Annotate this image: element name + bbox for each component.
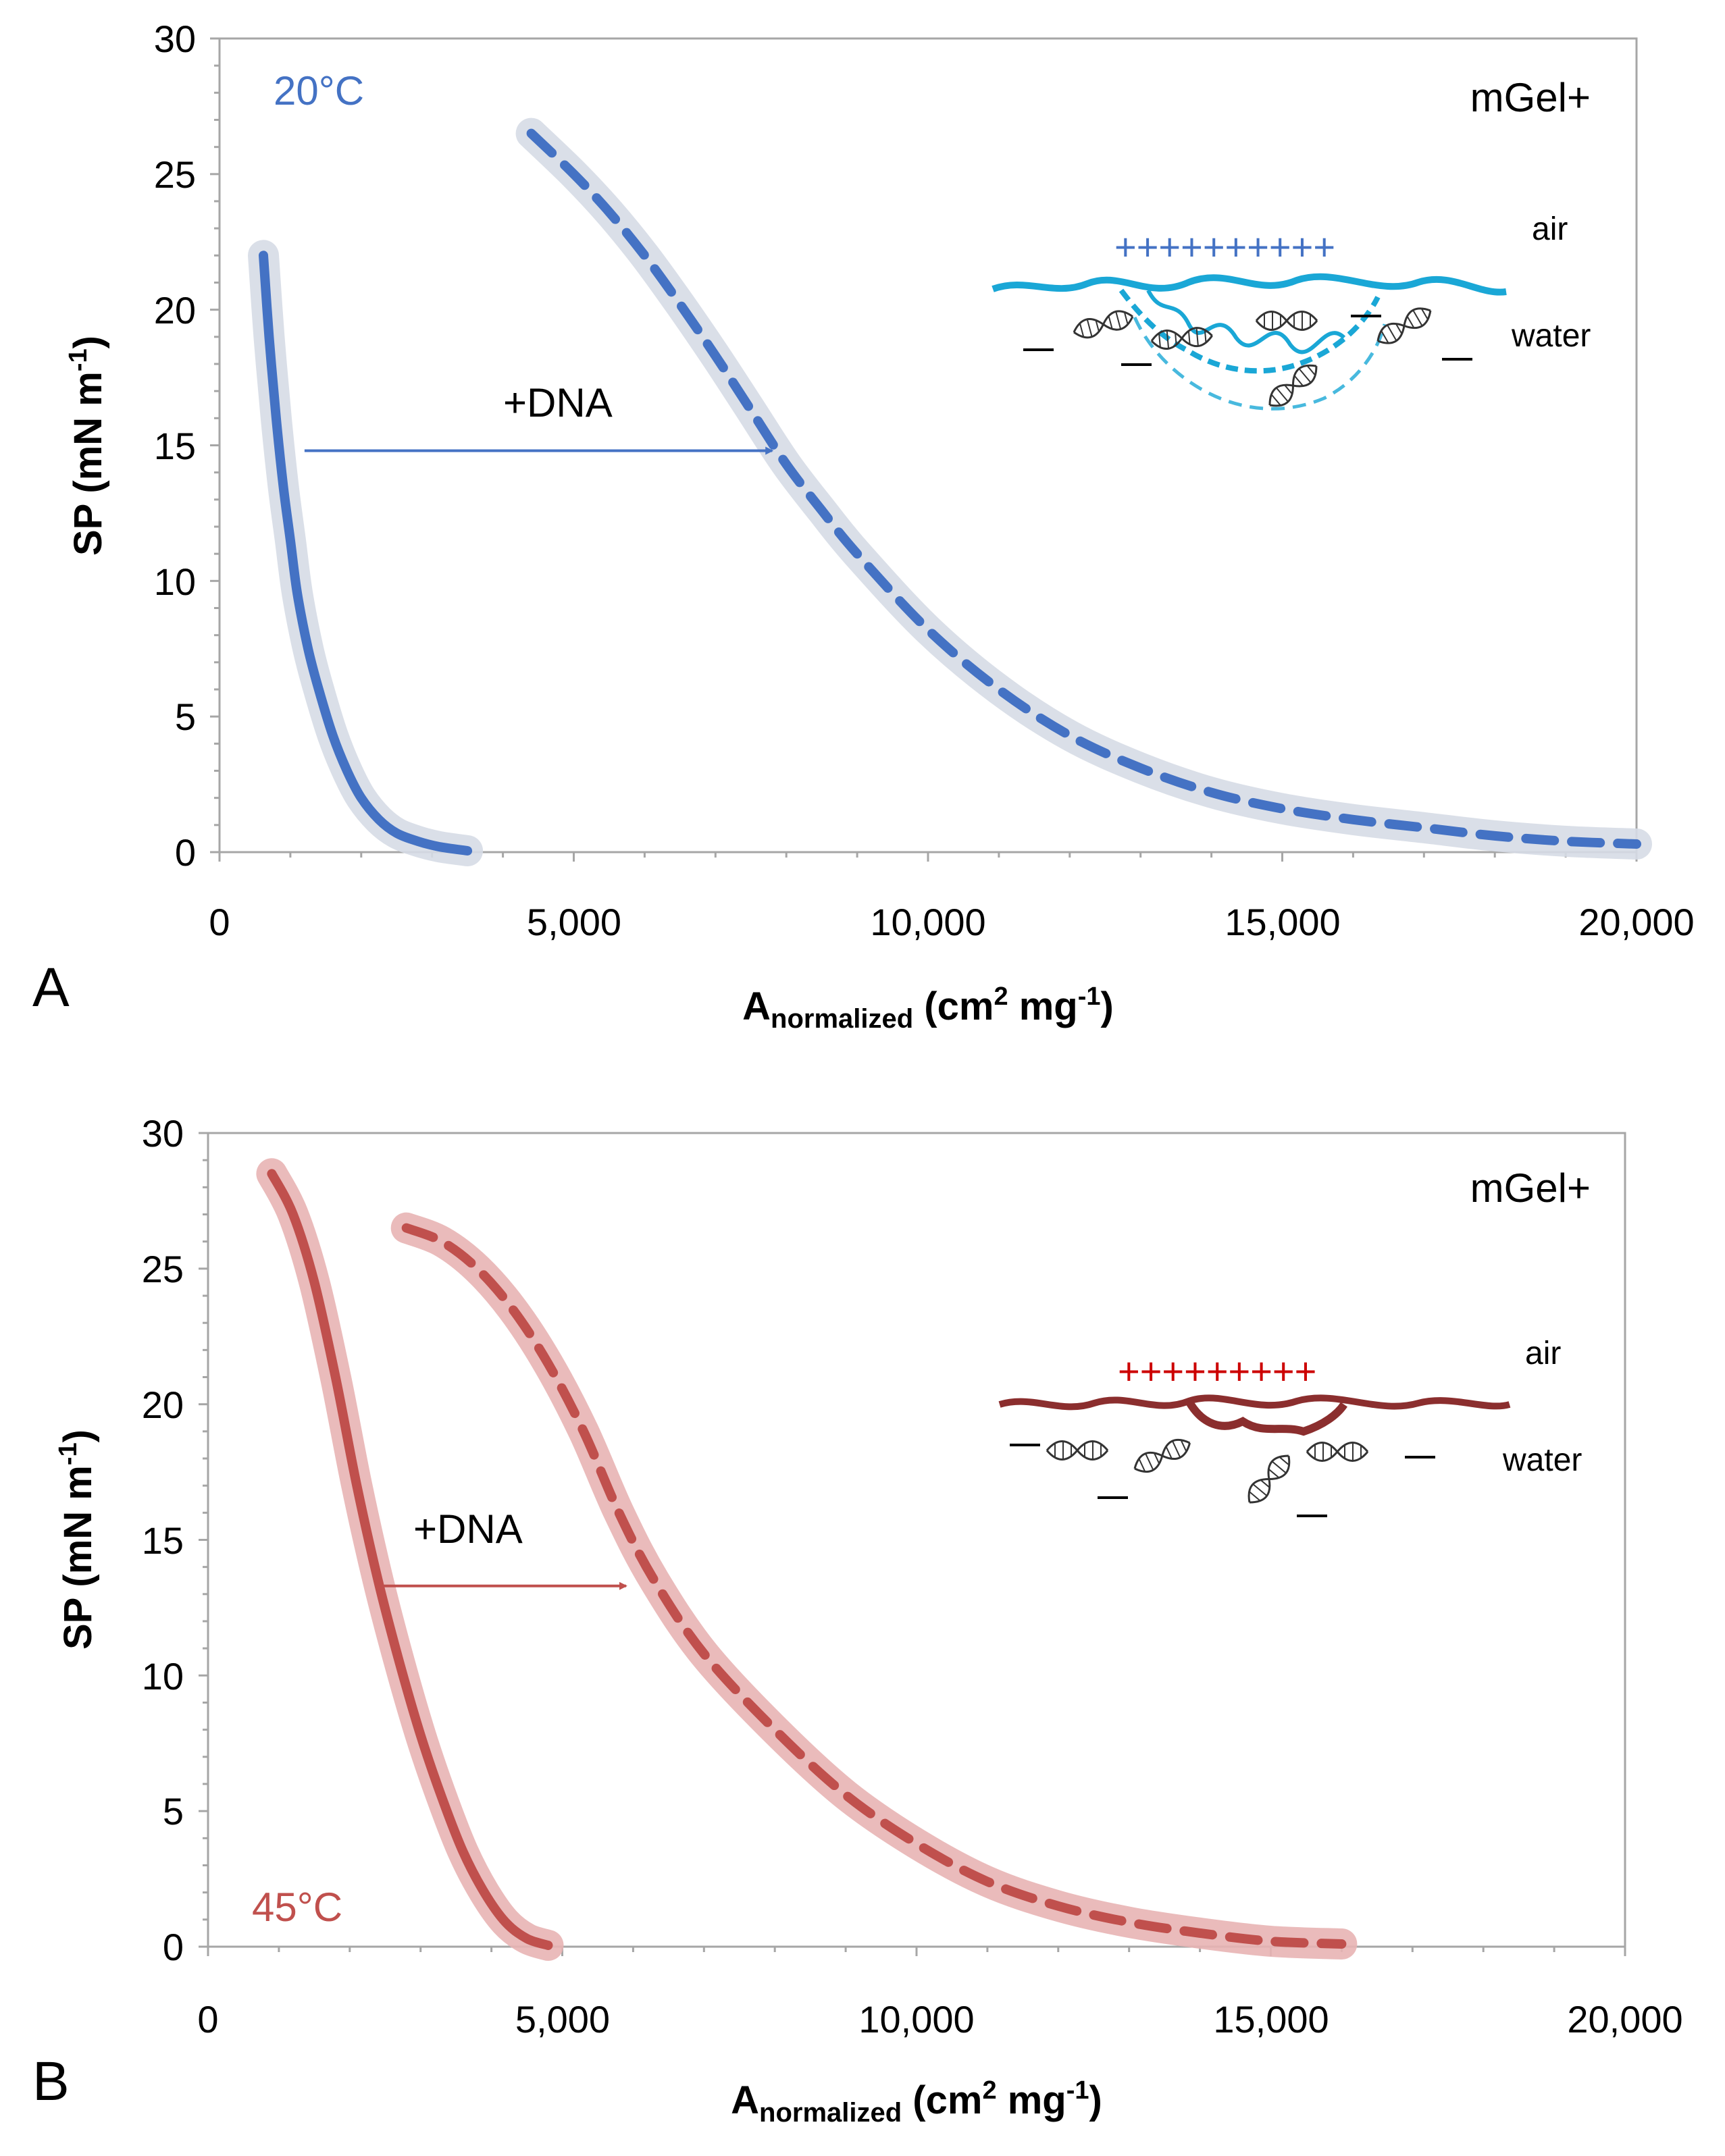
x-axis-title-main: A	[731, 2078, 759, 2122]
x-tick-label: 0	[209, 901, 230, 943]
x-axis-title-unit2: mg	[997, 2078, 1066, 2122]
x-axis-title-sup2: -1	[1066, 2076, 1089, 2105]
y-axis-title-main: SP (mN m	[66, 371, 110, 556]
y-axis-title-a: SP (mN m-1)	[64, 336, 110, 556]
y-axis-title-main: SP (mN m	[56, 1465, 100, 1650]
water-label-b: water	[1502, 1442, 1582, 1478]
x-axis-title-sup2: -1	[1078, 982, 1101, 1011]
series-line-no-dna	[267, 1169, 553, 1950]
y-tick-marks-a	[210, 37, 220, 853]
y-tick-marks-b	[199, 1132, 208, 1948]
x-tick-label: 20,000	[1578, 901, 1694, 943]
x-tick-label: 15,000	[1213, 1998, 1329, 2041]
x-tick-label: 5,000	[515, 1998, 610, 2041]
series-label-b: mGel+	[1470, 1165, 1591, 1211]
y-axis-title-sup: -1	[54, 1442, 82, 1465]
y-tick-label: 30	[142, 1112, 184, 1155]
x-axis-title-main: A	[742, 984, 771, 1028]
x-axis-title-close: )	[1101, 984, 1114, 1028]
series-line-no-dna	[259, 251, 473, 856]
x-axis-title-a: Anormalized (cm2 mg-1)	[742, 982, 1114, 1034]
polymer-cluster-b	[1185, 1398, 1347, 1436]
x-axis-title-sup: 2	[982, 2076, 996, 2105]
y-tick-label: 15	[142, 1519, 184, 1562]
x-axis-title-sub: normalized	[771, 1004, 913, 1034]
x-axis-title-sup: 2	[994, 982, 1008, 1011]
temperature-label-a: 20°C	[274, 68, 364, 113]
y-tick-label: 10	[142, 1655, 184, 1698]
y-tick-label: 0	[175, 831, 196, 874]
y-tick-label: 5	[163, 1790, 184, 1833]
y-tick-label: 10	[154, 560, 196, 603]
x-axis-title-b: Anormalized (cm2 mg-1)	[731, 2076, 1102, 2128]
temperature-label-b: 45°C	[252, 1885, 342, 1930]
y-tick-label: 20	[142, 1384, 184, 1426]
x-tick-label: 15,000	[1225, 901, 1340, 943]
panel-letter-a: A	[32, 957, 70, 1018]
y-tick-label: 15	[154, 425, 196, 467]
air-label-a: air	[1532, 211, 1568, 247]
inset-schematic-a: ++++++++++ air water	[992, 211, 1591, 413]
polymer-dashed-edge-a	[1133, 316, 1387, 411]
inset-schematic-b: +++++++++ air water	[998, 1336, 1582, 1517]
y-axis-title-close: )	[56, 1429, 100, 1442]
polymer-layer-b	[998, 1394, 1511, 1411]
y-tick-label: 0	[163, 1926, 184, 1968]
x-axis-title-sub: normalized	[759, 2098, 902, 2128]
series-line-dna	[401, 1223, 1347, 1949]
y-axis-title-b: SP (mN m-1)	[54, 1429, 100, 1650]
x-axis-title-unit2: mg	[1008, 984, 1078, 1028]
panel-b: 0 5 10 15 20 25 30 0 5,000 10,000 15,000…	[32, 1112, 1683, 2128]
water-label-a: water	[1511, 318, 1591, 354]
series-label-a: mGel+	[1470, 75, 1591, 120]
x-tick-label: 10,000	[858, 1998, 974, 2041]
y-axis-title-sup: -1	[64, 348, 93, 371]
air-label-b: air	[1525, 1336, 1561, 1371]
plus-signs-a: ++++++++++	[1114, 226, 1335, 268]
x-tick-label: 0	[197, 1998, 218, 2041]
x-axis-title-close: )	[1089, 2078, 1102, 2122]
x-axis-title-unit: (cm	[913, 984, 994, 1028]
x-tick-marks-b	[207, 1947, 1626, 1956]
plot-area-a	[218, 37, 1638, 853]
y-axis-title-close: )	[66, 336, 110, 348]
panel-letter-b: B	[32, 2051, 70, 2112]
x-tick-label: 5,000	[527, 901, 621, 943]
x-tick-label: 10,000	[870, 901, 985, 943]
y-tick-label: 5	[175, 695, 196, 738]
x-tick-label: 20,000	[1567, 1998, 1682, 2041]
plus-signs-b: +++++++++	[1118, 1350, 1316, 1392]
y-tick-label: 25	[154, 153, 196, 196]
series-line-dna	[526, 128, 1641, 849]
y-tick-label: 30	[154, 18, 196, 60]
polymer-layer-a	[992, 273, 1507, 296]
polymer-coil-a	[1146, 289, 1346, 354]
y-tick-label: 25	[142, 1248, 184, 1290]
panel-a: 0 5 10 15 20 25 30 0 5,000 10,000 15,000…	[32, 18, 1695, 1034]
y-tick-label: 20	[154, 289, 196, 332]
dna-arrow-label-b: +DNA	[413, 1506, 523, 1552]
dna-arrow-label-a: +DNA	[503, 380, 613, 425]
x-axis-title-unit: (cm	[902, 2078, 982, 2122]
